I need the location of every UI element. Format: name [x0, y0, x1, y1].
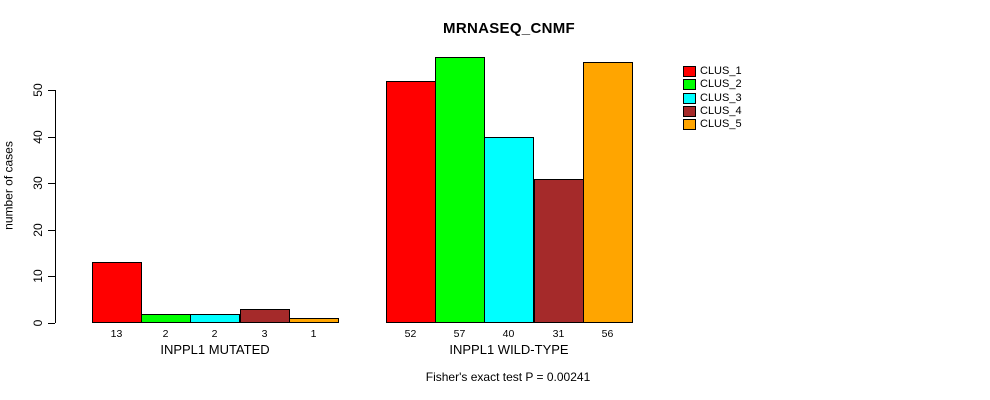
y-axis-line [55, 90, 56, 323]
bar-clus-2-inppl1-wild-type [435, 57, 485, 323]
y-tick-label-0: 0 [31, 319, 45, 327]
bar-value-label-clus-2-inppl1-wild-type: 57 [453, 328, 466, 340]
bar-clus-3-inppl1-wild-type [484, 137, 534, 323]
bar-clus-4-inppl1-mutated [240, 309, 290, 323]
y-tick-mark-10 [48, 276, 55, 277]
bar-value-label-clus-4-inppl1-mutated: 3 [261, 328, 268, 340]
chart-title: MRNASEQ_CNMF [443, 20, 575, 37]
bar-value-label-clus-1-inppl1-mutated: 13 [110, 328, 123, 340]
legend-swatch-clus-4 [683, 105, 696, 117]
bar-clus-1-inppl1-wild-type [386, 81, 436, 323]
y-tick-mark-40 [48, 137, 55, 138]
bar-clus-2-inppl1-mutated [141, 314, 191, 323]
legend-label-clus-1: CLUS_1 [700, 65, 742, 77]
y-axis-label: number of cases [1, 141, 16, 230]
y-tick-mark-30 [48, 183, 55, 184]
legend-label-clus-4: CLUS_4 [700, 104, 742, 117]
bar-clus-5-inppl1-mutated [289, 318, 339, 323]
bar-value-label-clus-3-inppl1-mutated: 2 [211, 328, 218, 340]
legend-swatch-clus-5 [683, 119, 696, 131]
bar-clus-3-inppl1-mutated [190, 314, 240, 323]
legend-label-clus-2: CLUS_2 [700, 78, 742, 91]
bar-value-label-clus-1-inppl1-wild-type: 52 [404, 328, 417, 340]
legend-label-clus-5: CLUS_5 [700, 118, 742, 131]
y-tick-label-50: 50 [31, 83, 45, 97]
bar-value-label-clus-5-inppl1-wild-type: 56 [601, 328, 614, 340]
bar-value-label-clus-3-inppl1-wild-type: 40 [502, 328, 515, 340]
y-tick-label-40: 40 [31, 129, 45, 144]
y-tick-mark-50 [48, 90, 55, 91]
group-label-inppl1-mutated: INPPL1 MUTATED [160, 342, 270, 357]
bar-clus-4-inppl1-wild-type [534, 179, 584, 323]
bar-clus-5-inppl1-wild-type [583, 62, 633, 323]
footnote-text: Fisher's exact test P = 0.00241 [425, 370, 591, 384]
y-tick-mark-20 [48, 230, 55, 231]
legend-swatch-clus-3 [683, 92, 696, 104]
legend-swatch-clus-2 [683, 79, 696, 91]
bar-clus-1-inppl1-mutated [92, 262, 142, 323]
y-tick-label-10: 10 [31, 269, 45, 284]
legend-label-clus-3: CLUS_3 [700, 91, 742, 104]
y-tick-label-20: 20 [31, 223, 45, 237]
y-tick-mark-0 [48, 323, 55, 324]
bar-value-label-clus-5-inppl1-mutated: 1 [310, 328, 317, 340]
bar-value-label-clus-4-inppl1-wild-type: 31 [552, 328, 565, 340]
legend-swatch-clus-1 [683, 66, 696, 77]
y-tick-label-30: 30 [31, 176, 45, 190]
bar-value-label-clus-2-inppl1-mutated: 2 [162, 328, 169, 340]
group-label-inppl1-wild-type: INPPL1 WILD-TYPE [449, 342, 569, 357]
